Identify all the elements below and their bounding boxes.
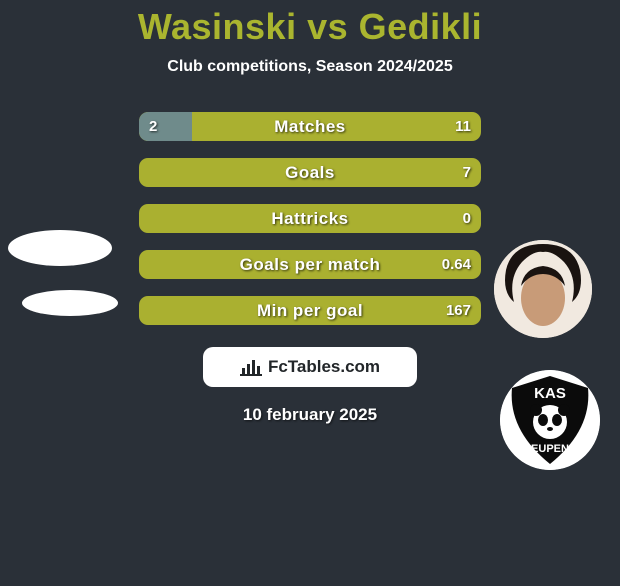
subtitle: Club competitions, Season 2024/2025 — [0, 58, 620, 76]
stat-bar-label: Matches — [139, 112, 481, 141]
stat-bar-right-value: 167 — [446, 296, 471, 325]
svg-text:EUPEN: EUPEN — [531, 443, 569, 455]
svg-text:KAS: KAS — [534, 385, 566, 402]
player-left-avatar — [8, 230, 112, 266]
stat-bar-right-value: 0 — [463, 204, 471, 233]
stat-bar-row: Goals per match0.64 — [139, 250, 481, 279]
brand-box[interactable]: FcTables.com — [203, 347, 417, 387]
player-right-avatar — [494, 240, 592, 338]
stat-bar-right-value: 0.64 — [442, 250, 471, 279]
club-left-badge — [22, 290, 118, 316]
stat-bar-label: Goals — [139, 158, 481, 187]
stat-bars: Matches2 11 Goals7 Hattricks0 Goals per matc… — [139, 112, 481, 325]
stat-bar-label: Hattricks — [139, 204, 481, 233]
stats-area: KAS EUPEN Matches211Goals7Hattricks0Goal… — [0, 112, 620, 325]
stat-bar-right-value: 7 — [463, 158, 471, 187]
club-right-badge-icon: KAS EUPEN — [500, 370, 600, 470]
stat-bar-label: Goals per match — [139, 250, 481, 279]
stat-bar-row: Goals7 — [139, 158, 481, 187]
stat-bar-row: Matches2 11 — [139, 112, 481, 141]
stat-bar-row: Hattricks0 — [139, 204, 481, 233]
club-right-badge: KAS EUPEN — [500, 370, 600, 470]
page-title: Wasinski vs Gedikli — [0, 6, 620, 48]
stat-bar-right-value: 11 — [455, 112, 471, 141]
player-right-face-icon — [494, 240, 592, 338]
bar-chart-icon — [240, 358, 262, 376]
stat-bar-label: Min per goal — [139, 296, 481, 325]
stat-bar-left-value: 2 — [149, 112, 157, 141]
brand-text: FcTables.com — [268, 357, 380, 377]
stat-bar-row: Min per goal167 — [139, 296, 481, 325]
